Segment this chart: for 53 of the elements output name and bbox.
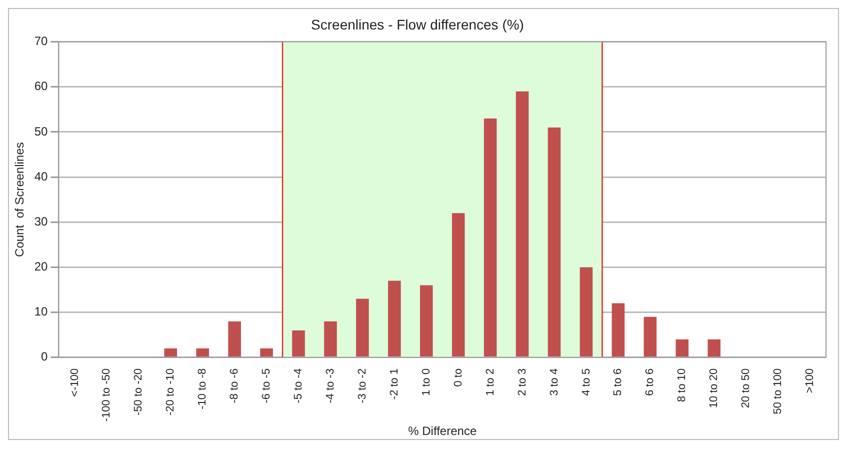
x-tick-label: 0 to xyxy=(452,368,464,387)
bar xyxy=(388,280,401,357)
y-tick-label: 50 xyxy=(34,124,48,138)
bar xyxy=(612,303,625,357)
bar xyxy=(548,127,561,357)
bar xyxy=(324,321,337,357)
y-tick-label: 20 xyxy=(34,260,48,274)
x-axis-title: % Difference xyxy=(408,424,477,438)
bar xyxy=(196,348,209,357)
x-tick-label: 20 to 50 xyxy=(740,368,752,408)
bar xyxy=(228,321,241,357)
chart-title: Screenlines - Flow differences (%) xyxy=(311,16,524,32)
bar xyxy=(644,316,657,357)
bar xyxy=(708,339,721,357)
bar xyxy=(516,91,529,357)
x-tick-label: 4 to 5 xyxy=(580,368,592,396)
y-tick-label: 0 xyxy=(41,350,48,364)
bar xyxy=(580,267,593,357)
bar xyxy=(292,330,305,357)
x-tick-label: -5 to -4 xyxy=(292,368,305,404)
x-tick-label: >100 xyxy=(804,368,816,394)
x-tick-label: 2 to 3 xyxy=(516,368,528,396)
y-tick-label: 70 xyxy=(34,34,48,48)
x-tick-label: -4 to -3 xyxy=(324,368,337,404)
bar xyxy=(356,298,369,357)
x-tick-label: 3 to 4 xyxy=(548,368,560,396)
x-tick-label: 10 to 20 xyxy=(708,368,720,408)
x-tick-label: 6 to 6 xyxy=(644,368,656,396)
x-tick-label: 50 to 100 xyxy=(772,368,784,414)
bar xyxy=(420,285,433,357)
x-tick-label: -3 to -2 xyxy=(356,368,368,404)
x-tick-label: -2 to 1 xyxy=(388,368,400,400)
x-tick-label: 1 to 2 xyxy=(484,368,496,396)
y-tick-label: 30 xyxy=(34,214,48,228)
x-tick-label: -8 to -6 xyxy=(228,368,241,404)
bar xyxy=(260,348,273,357)
y-tick-label: 60 xyxy=(34,79,48,94)
bar xyxy=(676,339,689,357)
x-tick-label: 8 to 10 xyxy=(676,368,688,402)
bar xyxy=(484,118,497,357)
y-tick-label: 40 xyxy=(34,169,48,184)
y-axis-title: Count of Screenlines xyxy=(12,142,27,257)
x-tick-label: <-100 xyxy=(68,368,81,397)
x-tick-label: -50 to -20 xyxy=(132,368,145,416)
bar xyxy=(164,348,178,357)
x-tick-label: 1 to 0 xyxy=(420,368,432,396)
bar xyxy=(452,213,465,357)
x-tick-label: -20 to -10 xyxy=(164,368,177,416)
x-tick-label: -10 to -8 xyxy=(196,368,209,410)
x-tick-label: -100 to -50 xyxy=(100,368,113,422)
y-tick-label: 10 xyxy=(34,304,48,319)
x-tick-label: -6 to -5 xyxy=(260,368,273,404)
x-tick-label: 5 to 6 xyxy=(612,368,624,396)
